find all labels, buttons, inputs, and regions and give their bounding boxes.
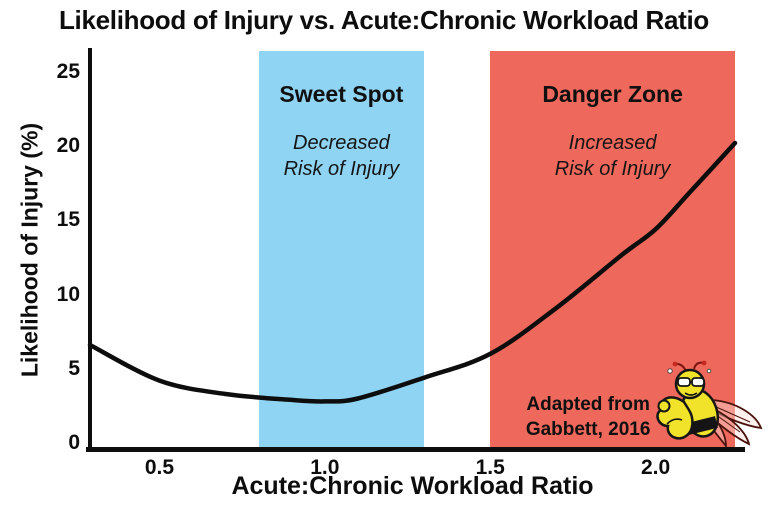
plot-area: Sweet Spot Decreased Risk of Injury Dang… xyxy=(87,48,763,450)
x-axis-label: Acute:Chronic Workload Ratio xyxy=(231,472,594,500)
danger-zone-subtitle-line2: Risk of Injury xyxy=(554,158,671,180)
danger-zone-title: Danger Zone xyxy=(542,81,683,107)
sweet-spot-zone: Sweet Spot Decreased Risk of Injury xyxy=(258,51,425,448)
x-tick-label: 1.0 xyxy=(310,456,340,479)
attribution-line1: Adapted from xyxy=(526,394,650,415)
y-tick-label: 20 xyxy=(56,134,80,157)
y-tick-label: 15 xyxy=(56,208,80,232)
x-tick-label: 2.0 xyxy=(641,456,671,479)
y-tick-label: 10 xyxy=(56,282,80,306)
y-axis-label: Likelihood of Injury (%) xyxy=(16,122,43,378)
x-axis-line xyxy=(86,447,745,452)
sweet-spot-subtitle-line1: Decreased xyxy=(293,132,390,154)
danger-zone-subtitle-line1: Increased xyxy=(568,132,657,154)
y-tick-label: 0 xyxy=(68,431,80,454)
sweet-spot-subtitle-line2: Risk of Injury xyxy=(283,158,400,180)
sweet-spot-title: Sweet Spot xyxy=(279,81,404,107)
y-tick-label: 5 xyxy=(68,356,80,380)
chart-title: Likelihood of Injury vs. Acute:Chronic W… xyxy=(58,5,710,35)
y-tick-label: 25 xyxy=(56,59,80,83)
x-tick-label: 1.5 xyxy=(475,456,505,479)
y-axis-line xyxy=(88,48,92,451)
x-tick-label: 0.5 xyxy=(144,456,175,479)
attribution: Adapted from Gabbett, 2016 xyxy=(490,392,686,442)
danger-zone: Danger Zone Increased Risk of Injury Ada… xyxy=(490,51,735,448)
attribution-line2: Gabbett, 2016 xyxy=(525,419,651,440)
